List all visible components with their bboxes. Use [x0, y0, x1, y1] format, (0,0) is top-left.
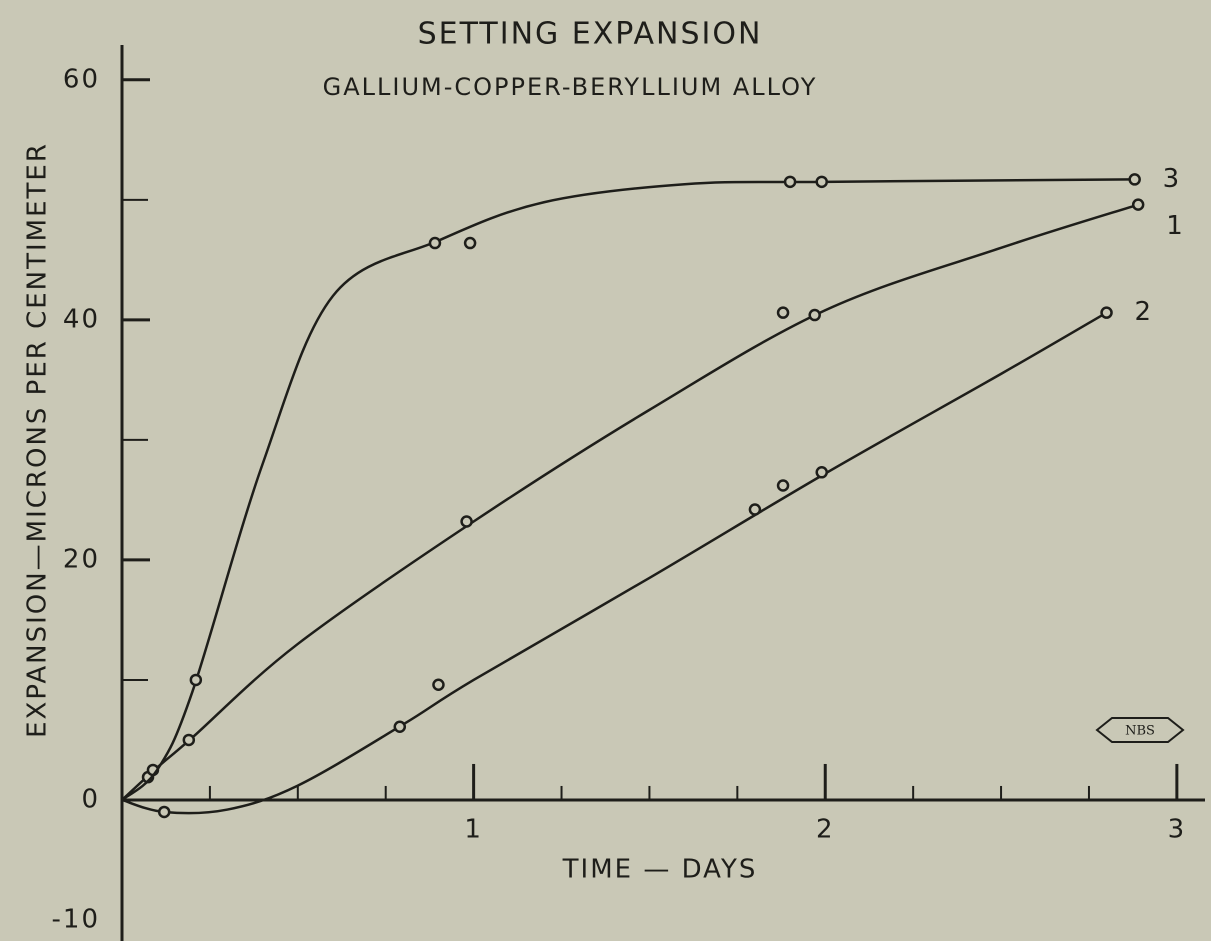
data-point — [393, 720, 407, 734]
data-point — [432, 678, 445, 691]
x-tick-label: 1 — [464, 814, 483, 844]
logo-frame — [1095, 717, 1185, 743]
x-axis-label: TIME — DAYS — [562, 855, 758, 885]
data-point — [815, 466, 828, 479]
chart-subtitle: GALLIUM-COPPER-BERYLLIUM ALLOY — [323, 73, 818, 101]
data-point — [428, 236, 442, 250]
curve — [121, 311, 1108, 815]
data-point — [776, 306, 790, 319]
data-point — [1128, 173, 1141, 186]
y-tick-label: 0 — [81, 784, 100, 814]
data-point — [157, 805, 171, 819]
series-label: 3 — [1163, 164, 1182, 194]
chart-title: SETTING EXPANSION — [418, 17, 763, 52]
data-point — [783, 175, 797, 189]
data-point — [1131, 198, 1145, 211]
data-point — [808, 308, 821, 322]
series-label: 2 — [1135, 297, 1154, 327]
y-tick-label: -10 — [52, 904, 100, 934]
y-tick-label: 20 — [63, 544, 100, 574]
data-point — [1100, 306, 1113, 319]
logo-text: NBS — [1125, 724, 1155, 739]
data-point — [815, 175, 828, 189]
data-point — [189, 673, 203, 687]
data-point — [776, 479, 790, 492]
data-point — [182, 733, 196, 747]
data-point — [463, 236, 477, 250]
series-label: 1 — [1166, 211, 1185, 241]
y-axis-label: EXPANSION—MICRONS PER CENTIMETER — [23, 142, 53, 738]
y-tick-label: 60 — [63, 64, 100, 94]
data-point — [748, 503, 762, 516]
x-tick-label: 2 — [816, 814, 835, 844]
data-point — [460, 515, 473, 528]
x-tick-label: 3 — [1168, 814, 1187, 844]
nbs-logo: NBS — [1095, 717, 1185, 743]
curve — [121, 178, 1135, 801]
y-tick-label: 40 — [63, 304, 100, 334]
